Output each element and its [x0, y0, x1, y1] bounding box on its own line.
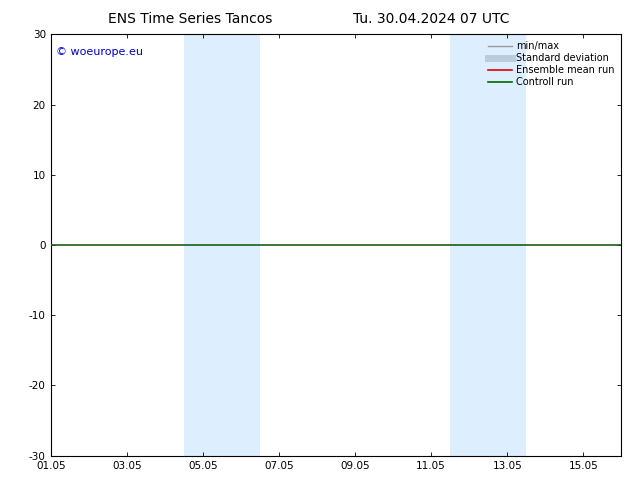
Text: ENS Time Series Tancos: ENS Time Series Tancos — [108, 12, 273, 26]
Legend: min/max, Standard deviation, Ensemble mean run, Controll run: min/max, Standard deviation, Ensemble me… — [486, 39, 616, 89]
Text: © woeurope.eu: © woeurope.eu — [56, 47, 143, 57]
Bar — [184, 34, 260, 456]
Bar — [450, 34, 526, 456]
Text: Tu. 30.04.2024 07 UTC: Tu. 30.04.2024 07 UTC — [353, 12, 509, 26]
